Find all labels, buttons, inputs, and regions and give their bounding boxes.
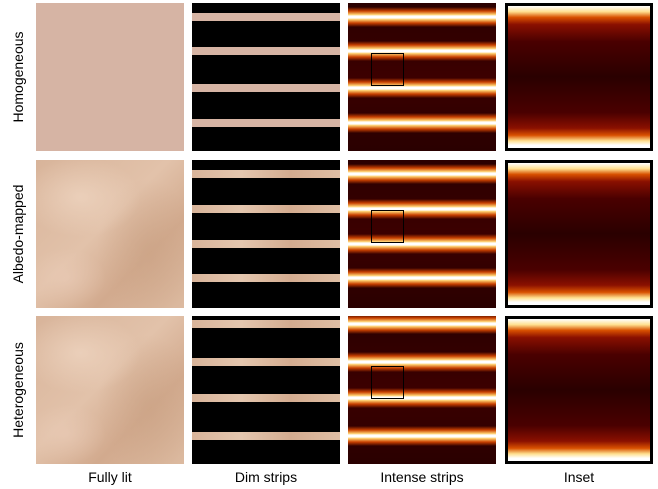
strip (192, 432, 340, 440)
row-label: Homogeneous (10, 31, 26, 122)
strip (348, 316, 496, 334)
strip (348, 164, 496, 184)
strip (348, 7, 496, 27)
fully-lit-image (36, 3, 184, 151)
strip (192, 394, 340, 402)
inset-image (505, 316, 653, 464)
intense-strips-image (348, 3, 496, 151)
dim-strips-image (192, 316, 340, 464)
inset-box (371, 53, 404, 86)
intense-strips-image (348, 160, 496, 308)
column-label: Dim strips (192, 469, 340, 485)
intense-strips-image (348, 316, 496, 464)
figure: Homogeneous Albedo-mapped Heterogeneous Ful… (0, 0, 658, 489)
strip (192, 320, 340, 328)
fully-lit-image (36, 160, 184, 308)
strip (348, 268, 496, 288)
strip (192, 240, 340, 248)
dim-strips-image (192, 3, 340, 151)
strip (348, 113, 496, 133)
strip (192, 205, 340, 213)
strip (192, 47, 340, 55)
strip (192, 170, 340, 178)
strip (192, 358, 340, 366)
strip (192, 274, 340, 282)
strip (192, 13, 340, 21)
row-label: Heterogeneous (10, 342, 26, 438)
inset-image (505, 3, 653, 151)
strip (192, 119, 340, 127)
strip (348, 426, 496, 446)
column-label: Inset (505, 469, 653, 485)
column-label: Intense strips (348, 469, 496, 485)
inset-box (371, 210, 404, 243)
column-label: Fully lit (36, 469, 184, 485)
fully-lit-image (36, 316, 184, 464)
strip (192, 84, 340, 92)
inset-image (505, 160, 653, 308)
dim-strips-image (192, 160, 340, 308)
inset-box (371, 366, 404, 399)
row-label: Albedo-mapped (10, 185, 26, 284)
